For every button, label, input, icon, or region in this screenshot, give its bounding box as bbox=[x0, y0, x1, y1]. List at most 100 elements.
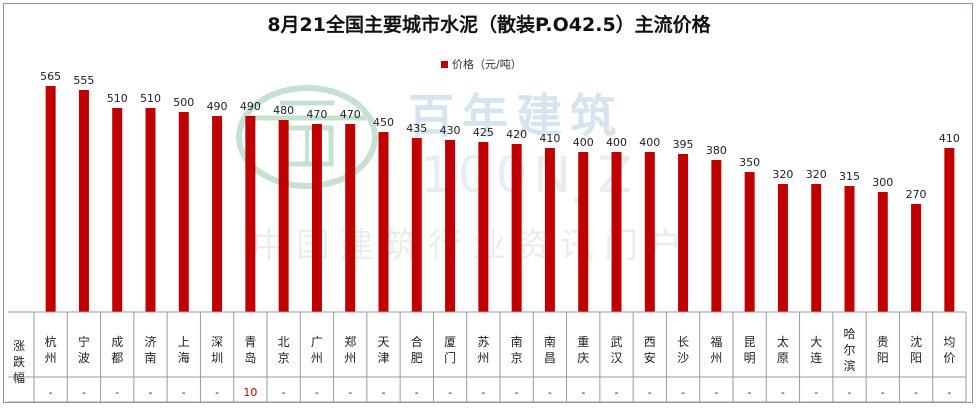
category-label: 南京 bbox=[511, 334, 523, 365]
bar bbox=[578, 152, 589, 312]
category-label: 沈阳 bbox=[910, 334, 922, 365]
bar-value-label: 450 bbox=[373, 116, 394, 129]
change-cell: - bbox=[49, 386, 53, 399]
bar-value-label: 510 bbox=[107, 92, 128, 105]
change-cell: - bbox=[448, 386, 452, 399]
bar bbox=[378, 132, 389, 312]
bar bbox=[78, 90, 89, 312]
bar bbox=[278, 120, 289, 312]
bar bbox=[844, 186, 855, 312]
change-cell: - bbox=[348, 386, 352, 399]
category-label: 杭州 bbox=[45, 334, 57, 365]
bar bbox=[944, 148, 955, 312]
bar bbox=[178, 112, 189, 312]
category-label: 均价 bbox=[943, 335, 955, 365]
bar bbox=[311, 124, 322, 312]
bar-value-label: 420 bbox=[506, 128, 527, 141]
bar bbox=[611, 152, 622, 312]
bar-value-label: 320 bbox=[806, 168, 827, 181]
change-cell: - bbox=[814, 386, 818, 399]
bar bbox=[511, 144, 522, 312]
change-cell: - bbox=[714, 386, 718, 399]
category-label: 南昌 bbox=[544, 334, 556, 365]
bar-value-label: 565 bbox=[40, 70, 61, 83]
bar-value-label: 490 bbox=[207, 100, 228, 113]
bar-value-label: 350 bbox=[739, 156, 760, 169]
watermark-tagline: 中国建筑行业资讯门户 bbox=[252, 226, 692, 266]
change-cell: - bbox=[848, 386, 852, 399]
legend-swatch bbox=[441, 60, 448, 68]
change-cell: - bbox=[648, 386, 652, 399]
category-label: 武汉 bbox=[610, 335, 622, 365]
category-label: 昆明 bbox=[744, 335, 756, 365]
category-label: 重庆 bbox=[577, 335, 589, 365]
bar bbox=[345, 124, 356, 312]
legend-label: 价格（元/吨） bbox=[452, 58, 522, 71]
category-label: 长沙 bbox=[677, 335, 689, 365]
change-cell: - bbox=[881, 386, 885, 399]
bar-value-label: 395 bbox=[673, 138, 694, 151]
bar-value-label: 480 bbox=[273, 104, 294, 117]
bar-value-label: 410 bbox=[939, 132, 960, 145]
change-cell: 10 bbox=[243, 386, 257, 399]
bar bbox=[445, 140, 456, 312]
category-label: 济南 bbox=[144, 334, 156, 365]
watermark-logo bbox=[236, 85, 378, 189]
bar-value-label: 470 bbox=[340, 108, 361, 121]
bar-value-label: 300 bbox=[872, 176, 893, 189]
bar bbox=[678, 154, 689, 312]
bar-value-label: 510 bbox=[140, 92, 161, 105]
bar-value-label: 410 bbox=[539, 132, 560, 145]
change-cell: - bbox=[415, 386, 419, 399]
bar bbox=[45, 86, 56, 312]
bar-value-label: 500 bbox=[173, 96, 194, 109]
watermark-brand-en: 100NJZ bbox=[420, 146, 638, 204]
change-cell: - bbox=[481, 386, 485, 399]
category-label: 太原 bbox=[777, 334, 789, 365]
category-label: 哈尔滨 bbox=[843, 327, 855, 373]
change-cell: - bbox=[781, 386, 785, 399]
change-cell: - bbox=[681, 386, 685, 399]
bar bbox=[544, 148, 555, 312]
bar-value-label: 400 bbox=[606, 136, 627, 149]
category-label: 宁波 bbox=[78, 334, 90, 365]
change-cell: - bbox=[748, 386, 752, 399]
bar bbox=[711, 160, 722, 312]
change-cell: - bbox=[581, 386, 585, 399]
category-label: 厦门 bbox=[444, 335, 456, 365]
table-row-label: 涨跌幅 bbox=[13, 338, 25, 385]
bar-value-label: 490 bbox=[240, 100, 261, 113]
change-cell: - bbox=[115, 386, 119, 399]
category-label: 大连 bbox=[810, 335, 822, 365]
category-label: 贵阳 bbox=[877, 335, 889, 365]
bar bbox=[811, 184, 822, 312]
category-label: 西安 bbox=[644, 335, 656, 365]
bar bbox=[777, 184, 788, 312]
bar-value-label: 380 bbox=[706, 144, 727, 157]
bar bbox=[744, 172, 755, 312]
legend: 价格（元/吨） bbox=[441, 56, 522, 72]
change-cell: - bbox=[149, 386, 153, 399]
change-cell: - bbox=[382, 386, 386, 399]
category-label: 合肥 bbox=[411, 334, 423, 365]
bar-value-label: 470 bbox=[306, 108, 327, 121]
category-label: 北京 bbox=[278, 335, 290, 365]
category-label: 郑州 bbox=[344, 334, 356, 365]
bar bbox=[644, 152, 655, 312]
category-label: 成都 bbox=[111, 335, 123, 365]
category-label: 上海 bbox=[178, 335, 190, 365]
change-cell: - bbox=[282, 386, 286, 399]
bar bbox=[245, 116, 256, 312]
change-cell: - bbox=[914, 386, 918, 399]
bar-value-label: 425 bbox=[473, 126, 494, 139]
category-label: 福州 bbox=[710, 334, 722, 365]
category-label: 深圳 bbox=[211, 335, 223, 365]
change-cell: - bbox=[82, 386, 86, 399]
bar bbox=[112, 108, 123, 312]
bar bbox=[411, 138, 422, 312]
bar bbox=[212, 116, 223, 312]
change-cell: - bbox=[215, 386, 219, 399]
category-label: 天津 bbox=[377, 335, 389, 365]
bar-value-label: 430 bbox=[440, 124, 461, 137]
